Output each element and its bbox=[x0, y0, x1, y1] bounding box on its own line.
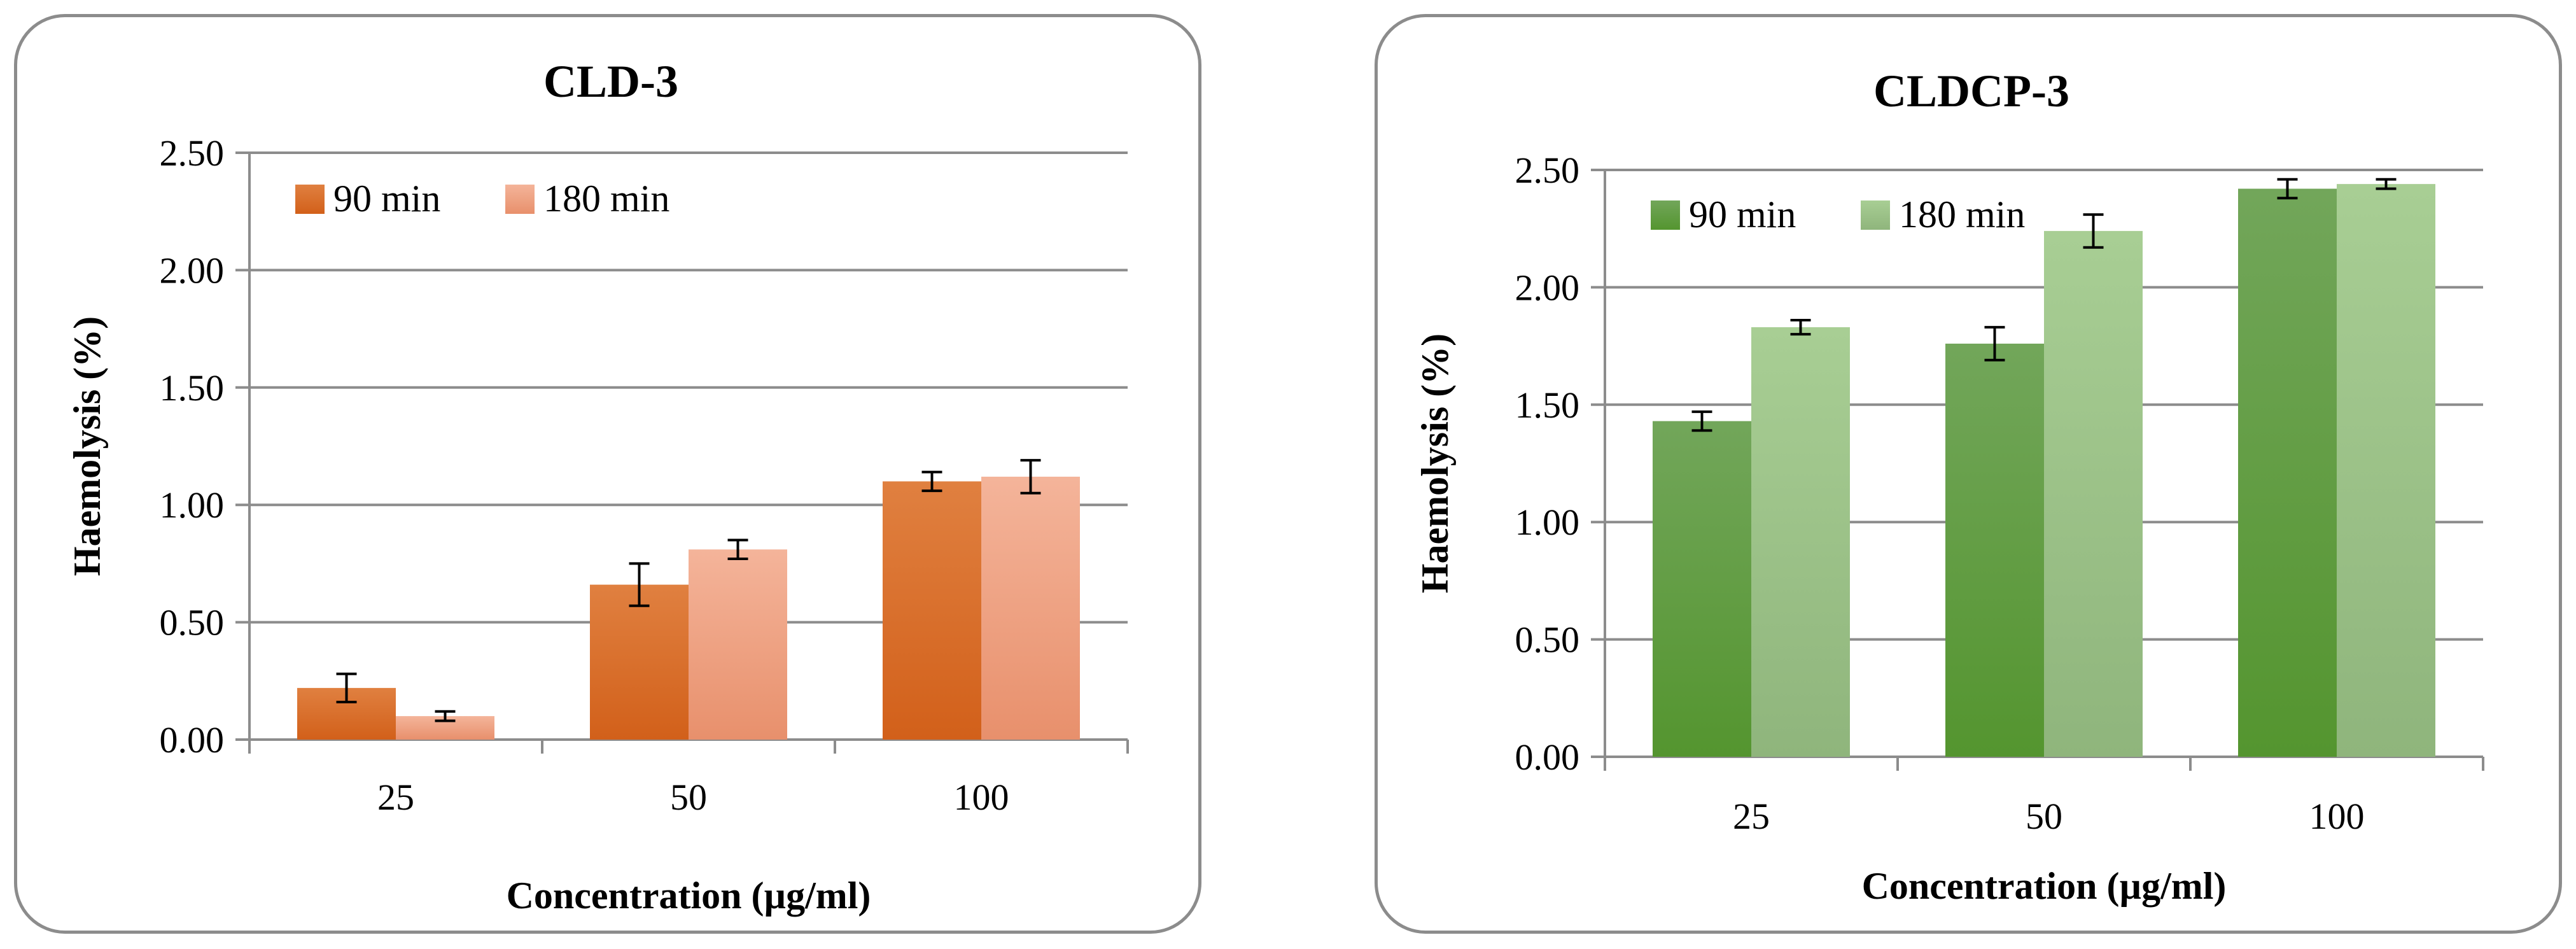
legend-swatch bbox=[1861, 200, 1890, 230]
legend-label: 180 min bbox=[1899, 193, 2025, 235]
x-tick-label: 100 bbox=[2309, 796, 2365, 837]
y-tick-label: 1.50 bbox=[160, 367, 225, 409]
bar bbox=[1653, 421, 1751, 757]
legend-label: 90 min bbox=[1689, 193, 1796, 235]
y-tick-label: 2.00 bbox=[1515, 267, 1580, 308]
legend-swatch bbox=[295, 185, 325, 214]
bar bbox=[590, 584, 689, 740]
y-tick-label: 2.50 bbox=[160, 132, 225, 174]
y-tick-label: 1.50 bbox=[1515, 384, 1580, 426]
x-axis-title: Concentration (µg/ml) bbox=[1862, 865, 2227, 907]
legend-swatch bbox=[1651, 200, 1680, 230]
bar bbox=[981, 476, 1080, 740]
y-axis-title: Haemolysis (%) bbox=[66, 316, 108, 576]
y-axis-title: Haemolysis (%) bbox=[1414, 334, 1456, 593]
bar bbox=[883, 481, 981, 740]
y-tick-label: 1.00 bbox=[1515, 502, 1580, 543]
chart-title: CLDCP-3 bbox=[1873, 66, 2069, 116]
x-tick-label: 25 bbox=[377, 777, 414, 818]
legend-label: 180 min bbox=[543, 178, 669, 220]
x-tick-label: 25 bbox=[1733, 796, 1770, 837]
bar bbox=[2044, 230, 2143, 757]
chart-title: CLD-3 bbox=[543, 56, 678, 107]
chart-panel-cldcp3: CLDCP-3 0.00 0.50 1.00 1.50 2.00 2.50 25 50 100 90… bbox=[1375, 14, 2562, 934]
y-tick-label: 2.00 bbox=[160, 250, 225, 291]
chart-panel-cld3: CLD-3 0.00 0.50 1.00 1.50 2.00 2.50 25 50 100 90 m… bbox=[14, 14, 1201, 934]
y-tick-label: 0.00 bbox=[1515, 736, 1580, 778]
x-tick-label: 50 bbox=[670, 777, 707, 818]
bar bbox=[689, 549, 787, 740]
x-tick-label: 100 bbox=[954, 777, 1009, 818]
y-tick-label: 2.50 bbox=[1515, 150, 1580, 191]
chart-cld3: CLD-3 0.00 0.50 1.00 1.50 2.00 2.50 25 50 100 90 m… bbox=[66, 56, 1129, 917]
y-tick-label: 0.00 bbox=[160, 719, 225, 761]
x-axis-title: Concentration (µg/ml) bbox=[507, 875, 871, 917]
legend-label: 90 min bbox=[333, 178, 440, 220]
legend-swatch bbox=[505, 185, 535, 214]
bar bbox=[2337, 184, 2435, 757]
bar bbox=[2238, 188, 2337, 757]
chart-cldcp3: CLDCP-3 0.00 0.50 1.00 1.50 2.00 2.50 25 50 100 90… bbox=[1414, 66, 2484, 907]
y-tick-label: 0.50 bbox=[160, 602, 225, 643]
bar bbox=[1945, 343, 2044, 757]
bar bbox=[1751, 327, 1850, 757]
y-tick-label: 0.50 bbox=[1515, 619, 1580, 661]
y-tick-label: 1.00 bbox=[160, 484, 225, 526]
x-tick-label: 50 bbox=[2026, 796, 2062, 837]
